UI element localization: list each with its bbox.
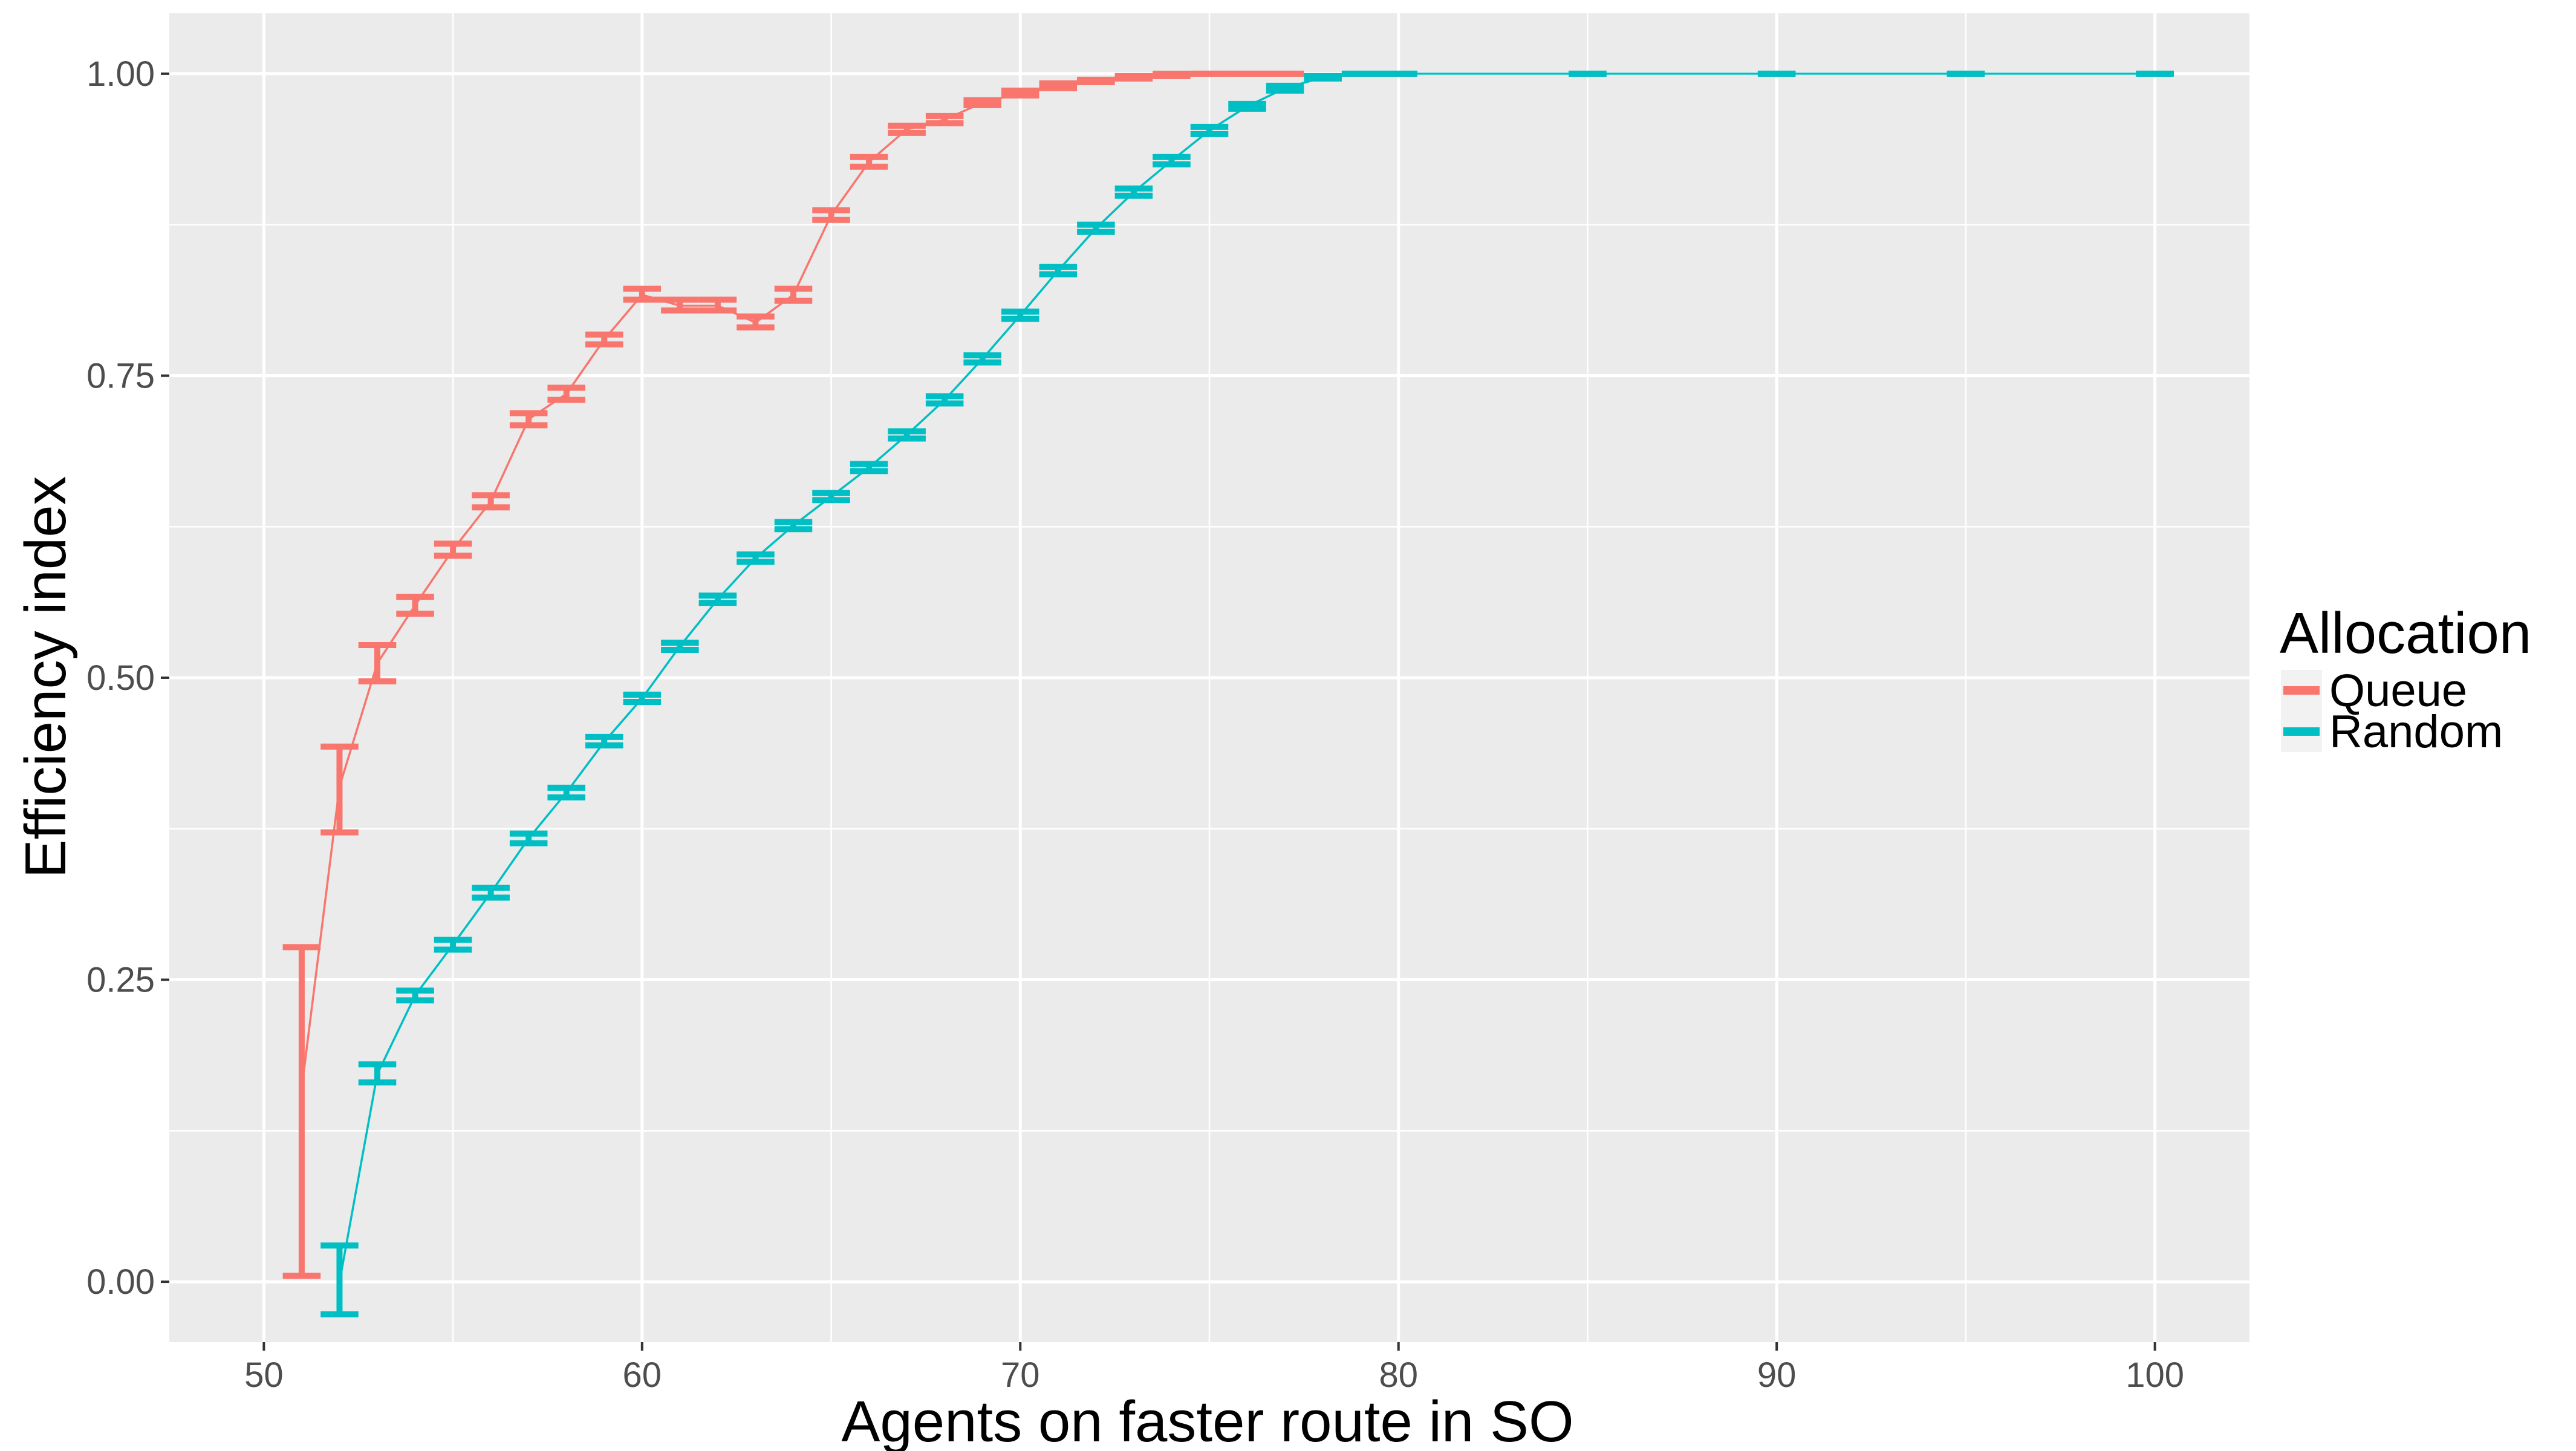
y-tick-label: 0.50 — [86, 658, 155, 698]
y-tick-label: 0.75 — [86, 356, 155, 395]
x-tick-label: 80 — [1379, 1355, 1418, 1395]
error-bar-queue — [358, 642, 397, 684]
error-bar-queue — [850, 154, 888, 170]
error-bar-queue — [472, 492, 510, 511]
legend-label-random: Random — [2329, 706, 2503, 758]
error-bar-queue — [812, 207, 850, 223]
error-bar-random — [1039, 264, 1078, 278]
error-bar-random — [1153, 154, 1191, 167]
error-bar-queue — [547, 385, 585, 403]
series-queue — [282, 70, 1304, 1279]
x-tick-label: 100 — [2126, 1355, 2184, 1395]
error-bar-random — [661, 640, 699, 654]
x-axis-title: Agents on faster route in SO — [841, 1389, 1573, 1451]
error-bar-random — [850, 461, 888, 475]
error-bar-random — [320, 1242, 359, 1318]
error-bar-queue — [320, 743, 359, 836]
error-bar-random — [737, 551, 775, 565]
error-bar-random — [547, 784, 585, 800]
error-bar-queue — [509, 410, 548, 429]
error-bar-random — [585, 733, 623, 748]
x-tick-label: 60 — [623, 1355, 662, 1395]
error-bar-random — [1304, 73, 1342, 82]
error-bar-random — [358, 1061, 397, 1086]
grid-lines — [169, 13, 2249, 1342]
legend-label-queue: Queue — [2329, 665, 2467, 716]
error-bar-queue — [1039, 80, 1078, 91]
error-bar-random — [774, 519, 813, 533]
error-bar-queue — [661, 296, 699, 314]
x-tick-label: 70 — [1001, 1355, 1040, 1395]
error-bar-queue — [396, 594, 434, 617]
axes: 50 60 70 80 90 100 0.00 0.25 0.50 0.75 1.00 — [86, 54, 2184, 1395]
error-bar-queue — [585, 331, 623, 348]
x-tick-label: 50 — [244, 1355, 284, 1395]
error-bar-random — [1266, 82, 1304, 94]
error-bar-queue — [737, 313, 775, 331]
error-bar-random — [888, 428, 926, 442]
error-bar-random — [1228, 100, 1266, 112]
error-bar-random — [623, 691, 662, 705]
error-bar-random — [698, 592, 737, 606]
error-bar-random — [1190, 123, 1229, 137]
x-tick-label: 90 — [1757, 1355, 1797, 1395]
error-bar-random — [434, 936, 472, 953]
error-bar-random — [925, 393, 964, 407]
error-bar-queue — [925, 112, 964, 126]
error-bar-random — [396, 987, 434, 1004]
error-bar-queue — [698, 296, 737, 314]
error-bar-queue — [282, 944, 321, 1279]
legend-title: Allocation — [2280, 601, 2531, 666]
error-bar-random — [1114, 185, 1153, 199]
error-bar-queue — [1077, 76, 1115, 85]
series-random — [320, 70, 2174, 1318]
error-bar-random — [963, 352, 1001, 366]
y-tick-label: 1.00 — [86, 54, 155, 94]
y-tick-label: 0.00 — [86, 1262, 155, 1302]
y-axis-title: Efficiency index — [13, 476, 78, 878]
error-bar-queue — [623, 285, 662, 303]
error-bar-random — [472, 885, 510, 901]
error-bar-queue — [1001, 87, 1039, 99]
legend: Allocation Queue Random — [2280, 601, 2531, 758]
error-bar-random — [812, 490, 850, 504]
error-bar-queue — [774, 285, 813, 304]
error-bar-random — [1077, 221, 1115, 235]
error-bar-random — [1001, 308, 1039, 322]
y-tick-label: 0.25 — [86, 961, 155, 1000]
error-bar-queue — [434, 540, 472, 559]
error-bar-queue — [888, 122, 926, 136]
error-bar-random — [509, 830, 548, 846]
error-bar-queue — [1153, 70, 1191, 79]
error-bar-queue — [1114, 73, 1153, 82]
error-bar-queue — [963, 97, 1001, 108]
series-layer — [282, 70, 2174, 1318]
